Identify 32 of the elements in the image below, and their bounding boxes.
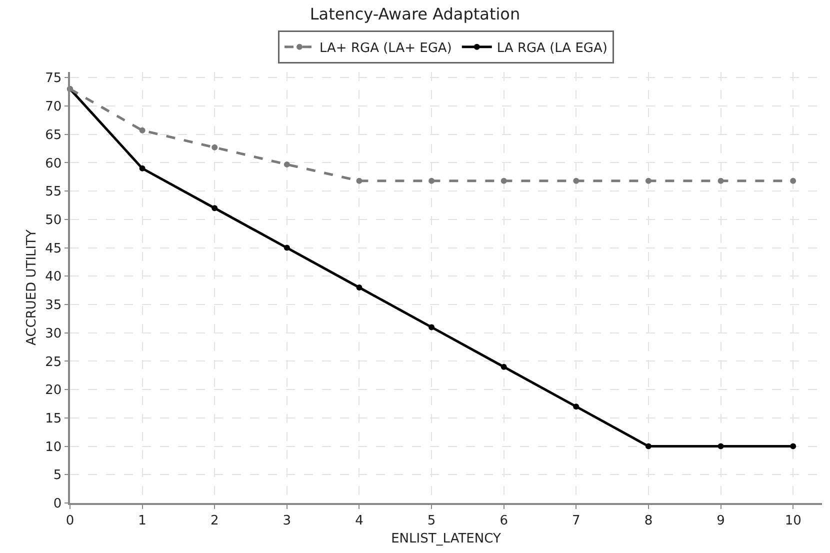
y-tick-label: 25	[45, 354, 62, 370]
legend-label: LA RGA (LA EGA)	[496, 40, 608, 56]
x-axis-title: ENLIST_LATENCY	[391, 531, 501, 546]
y-tick-label: 75	[45, 71, 62, 86]
x-tick-label: 2	[210, 513, 219, 528]
y-tick-label: 40	[45, 270, 62, 285]
x-tick-label: 8	[644, 513, 653, 528]
y-tick-label: 20	[45, 383, 62, 398]
x-tick-label: 4	[355, 513, 364, 528]
x-tick-label: 5	[427, 513, 436, 528]
chart-title: Latency-Aware Adaptation	[310, 4, 520, 24]
x-tick-label: 0	[66, 513, 74, 528]
x-tick-label: 6	[500, 513, 508, 528]
y-tick-label: 65	[45, 128, 62, 143]
y-tick-label: 15	[45, 411, 62, 426]
y-tick-label: 5	[53, 468, 62, 484]
y-tick-label: 55	[45, 184, 62, 200]
y-tick-label: 45	[45, 241, 62, 256]
x-tick-label: 7	[572, 513, 580, 528]
y-tick-label: 30	[45, 326, 62, 342]
y-tick-label: 10	[45, 440, 62, 455]
y-tick-label: 35	[45, 298, 62, 314]
y-axis-title: ACCRUED UTILITY	[24, 229, 40, 346]
x-tick-label: 9	[716, 513, 725, 528]
legend-label: LA+ RGA (LA+ EGA)	[320, 40, 452, 56]
y-tick-label: 70	[45, 100, 62, 115]
x-tick-label: 10	[784, 513, 802, 528]
y-tick-label: 0	[53, 496, 62, 512]
y-tick-label: 60	[45, 156, 62, 172]
x-tick-label: 1	[138, 513, 146, 528]
x-tick-label: 3	[282, 513, 292, 528]
y-tick-label: 50	[45, 213, 62, 228]
